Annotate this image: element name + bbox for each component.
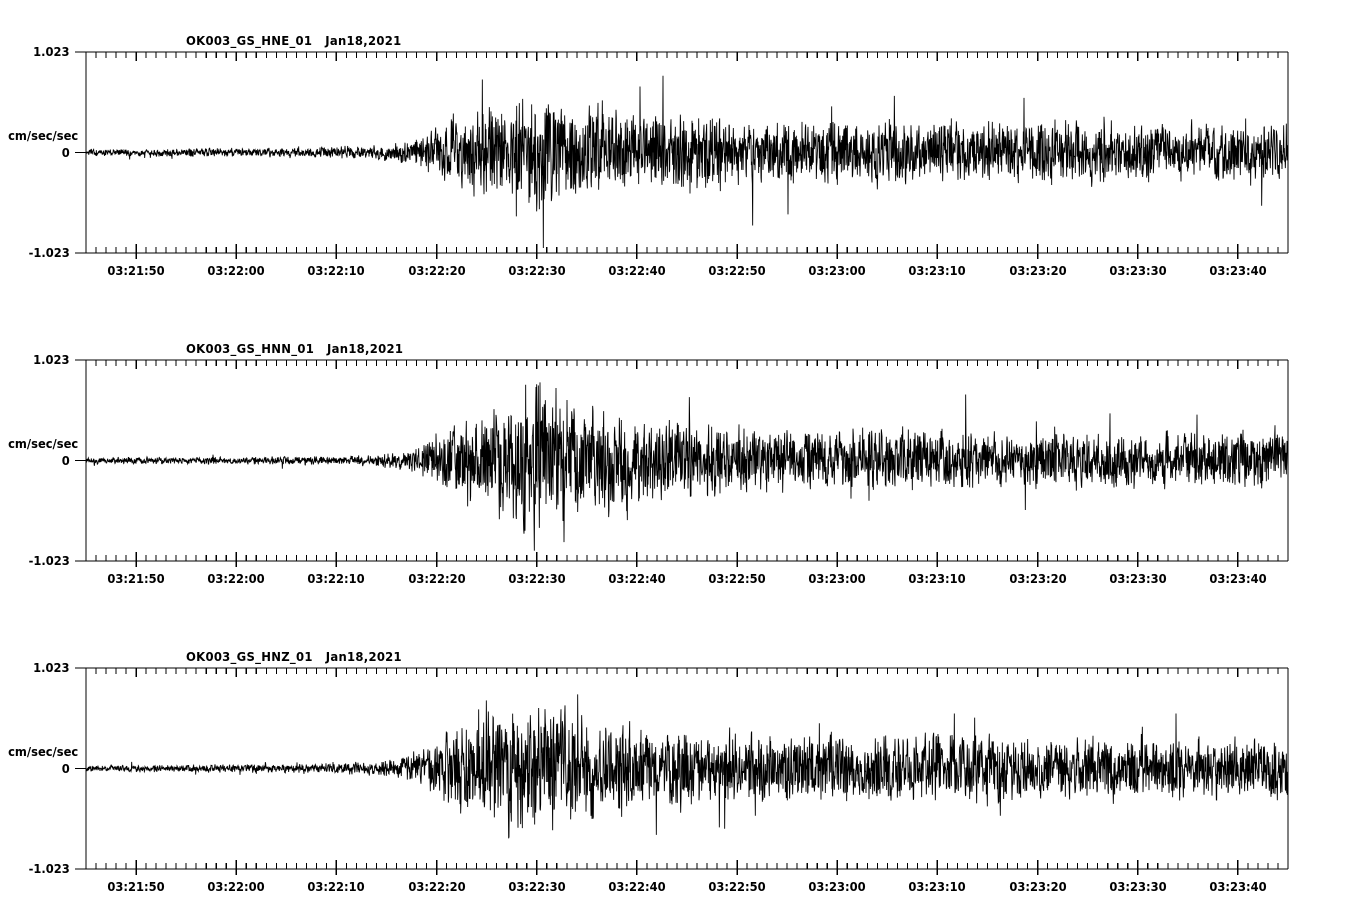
waveform-trace — [85, 382, 1289, 551]
plot-area — [75, 667, 1289, 875]
waveform-trace — [85, 694, 1289, 839]
y-axis-unit-label: cm/sec/sec — [7, 127, 78, 143]
y-tick-label: 0 — [61, 452, 70, 468]
x-tick-label: 03:22:30 — [508, 879, 566, 894]
y-tick-label: -1.023 — [28, 553, 70, 568]
x-tick-label: 03:22:40 — [608, 263, 666, 278]
panel-title: OK003_GS_HNE_01 Jan18,2021 — [186, 33, 402, 48]
y-tick-label: 0 — [61, 144, 70, 160]
x-tick-label: 03:21:50 — [107, 879, 165, 894]
x-tick-label: 03:23:20 — [1008, 879, 1067, 894]
x-tick-label: 03:22:50 — [708, 263, 766, 278]
waveform-trace — [85, 75, 1289, 249]
x-tick-label: 03:22:00 — [207, 263, 265, 278]
x-tick-label: 03:23:40 — [1209, 879, 1267, 894]
x-tick-label: 03:23:10 — [908, 571, 967, 586]
plot-area — [75, 51, 1289, 259]
y-tick-label: -1.023 — [28, 861, 70, 876]
x-tick-label: 03:23:10 — [908, 879, 967, 894]
x-tick-label: 03:22:50 — [708, 571, 766, 586]
y-tick-label: 0 — [61, 760, 70, 776]
x-tick-label: 03:22:20 — [407, 879, 466, 894]
x-tick-label: 03:22:10 — [307, 571, 366, 586]
plot-area — [75, 359, 1289, 567]
x-tick-label: 03:23:20 — [1008, 263, 1067, 278]
x-tick-label: 03:22:30 — [508, 571, 566, 586]
panel-title: OK003_GS_HNN_01 Jan18,2021 — [186, 341, 404, 356]
y-tick-label: 1.023 — [33, 352, 70, 367]
y-tick-label: 1.023 — [33, 44, 70, 59]
x-tick-label: 03:22:00 — [207, 571, 265, 586]
x-tick-label: 03:21:50 — [107, 263, 165, 278]
x-tick-label: 03:23:30 — [1109, 879, 1167, 894]
x-tick-label: 03:23:20 — [1008, 571, 1067, 586]
x-tick-label: 03:22:10 — [307, 263, 366, 278]
x-tick-label: 03:23:30 — [1109, 263, 1167, 278]
x-tick-label: 03:23:00 — [808, 571, 866, 586]
panel-title: OK003_GS_HNZ_01 Jan18,2021 — [186, 649, 402, 664]
x-tick-label: 03:23:10 — [908, 263, 967, 278]
x-tick-label: 03:23:40 — [1209, 263, 1267, 278]
x-tick-label: 03:22:00 — [207, 879, 265, 894]
x-tick-label: 03:21:50 — [107, 571, 165, 586]
x-tick-label: 03:22:10 — [307, 879, 366, 894]
x-tick-label: 03:23:00 — [808, 263, 866, 278]
x-tick-label: 03:22:40 — [608, 571, 666, 586]
y-axis-unit-label: cm/sec/sec — [7, 435, 78, 451]
x-tick-label: 03:22:20 — [407, 571, 466, 586]
x-tick-label: 03:22:50 — [708, 879, 766, 894]
x-tick-label: 03:23:40 — [1209, 571, 1267, 586]
x-tick-label: 03:23:30 — [1109, 571, 1167, 586]
y-tick-label: 1.023 — [33, 660, 70, 675]
x-tick-label: 03:22:30 — [508, 263, 566, 278]
x-tick-label: 03:22:20 — [407, 263, 466, 278]
x-tick-label: 03:23:00 — [808, 879, 866, 894]
x-tick-label: 03:22:40 — [608, 879, 666, 894]
y-axis-unit-label: cm/sec/sec — [7, 743, 78, 759]
y-tick-label: -1.023 — [28, 245, 70, 260]
